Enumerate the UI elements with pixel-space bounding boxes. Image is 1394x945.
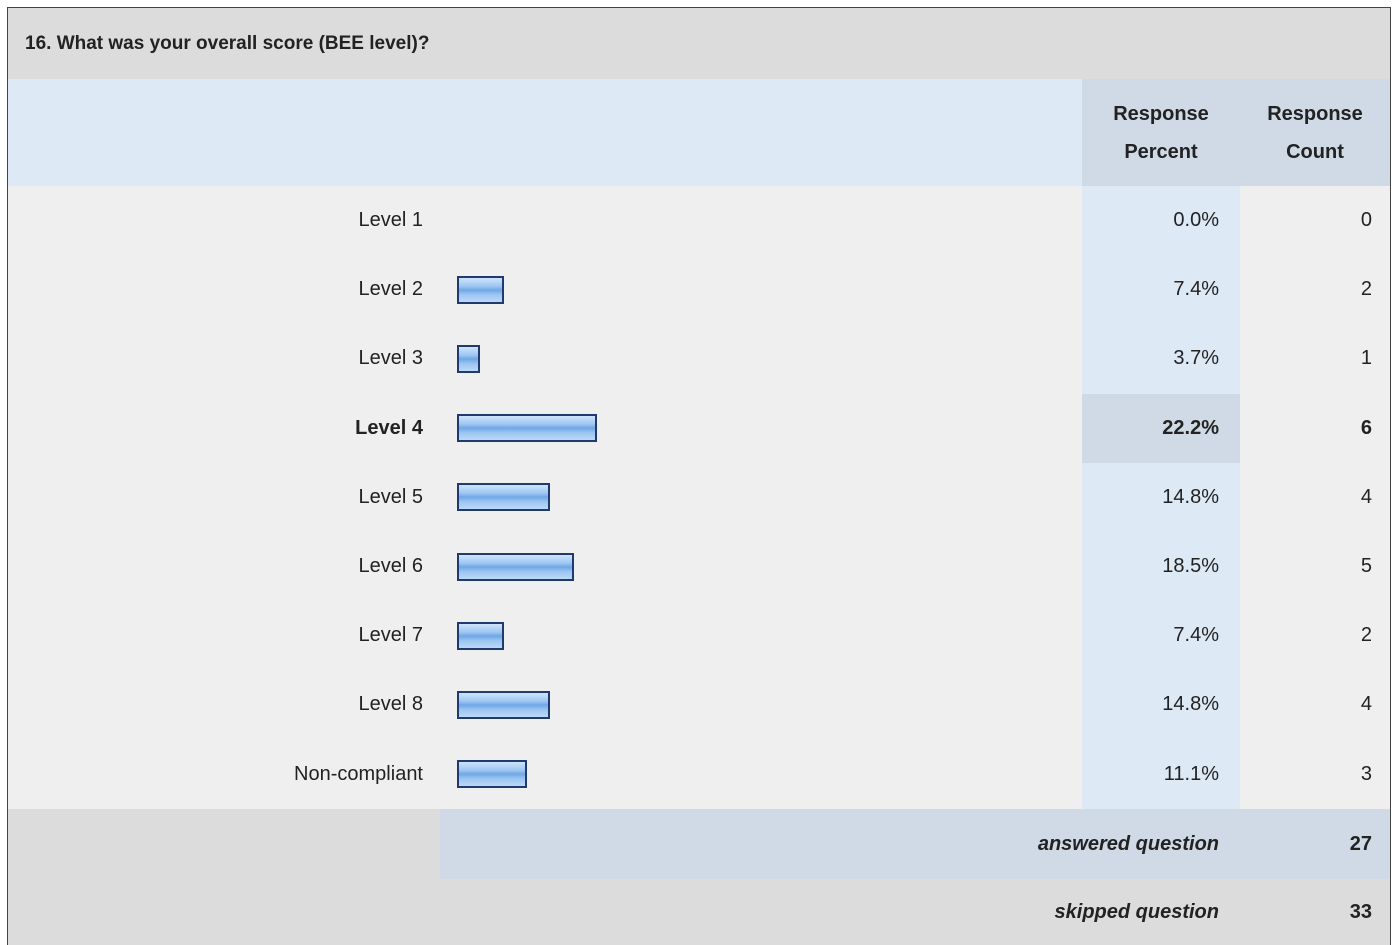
skipped-value: 33 — [1349, 901, 1372, 923]
row-count: 4 — [1360, 693, 1372, 716]
row-label: Level 6 — [358, 555, 424, 578]
row-percent: 14.8% — [1162, 693, 1219, 716]
bar — [457, 275, 504, 304]
row-count: 5 — [1360, 555, 1372, 578]
percent-cell — [1082, 670, 1240, 740]
percent-cell — [1082, 601, 1240, 671]
row-count: 1 — [1360, 347, 1372, 370]
answered-row — [440, 809, 1390, 879]
percent-cell — [1082, 255, 1240, 325]
percent-cell — [1082, 462, 1240, 532]
row-percent: 7.4% — [1173, 624, 1219, 647]
row-label: Level 7 — [358, 624, 424, 647]
skipped-label: skipped question — [1054, 901, 1219, 923]
skipped-row — [8, 879, 1390, 945]
row-percent: 22.2% — [1162, 416, 1219, 439]
row-percent: 14.8% — [1162, 485, 1219, 508]
bar — [457, 621, 504, 650]
header-percent: Response Percent — [1113, 102, 1209, 163]
row-label: Level 3 — [358, 347, 424, 370]
percent-cell — [1082, 186, 1240, 256]
bar — [457, 691, 551, 719]
row-count: 3 — [1360, 762, 1372, 785]
row-count: 0 — [1360, 209, 1372, 232]
question-title: 16. What was your overall score (BEE lev… — [8, 8, 1390, 79]
percent-cell — [1082, 393, 1240, 463]
bar — [457, 483, 551, 512]
row-label: Level 5 — [358, 485, 424, 508]
row-percent: 0.0% — [1173, 209, 1219, 232]
row-percent: 3.7% — [1173, 347, 1219, 370]
header-cell — [1082, 79, 1240, 186]
row-label: Non-compliant — [294, 762, 423, 785]
bar — [457, 345, 481, 373]
answered-value: 27 — [1349, 832, 1372, 855]
footer-blank — [8, 809, 440, 879]
row-label: Level 8 — [358, 693, 424, 716]
row-label: Level 1 — [358, 209, 424, 232]
row-percent: 18.5% — [1162, 555, 1219, 578]
bar — [457, 552, 574, 581]
percent-cell — [1082, 532, 1240, 602]
row-count: 2 — [1360, 624, 1372, 647]
header-count: Response Count — [1267, 102, 1363, 163]
answered-label: answered question — [1037, 832, 1219, 855]
survey-table: 16. What was your overall score (BEE lev… — [7, 7, 1391, 945]
row-count: 6 — [1360, 416, 1372, 439]
header-cell — [1240, 79, 1390, 186]
row-label: Level 4 — [355, 416, 423, 439]
row-percent: 7.4% — [1173, 278, 1219, 301]
bar — [457, 414, 597, 443]
row-label: Level 2 — [358, 278, 424, 301]
bar — [457, 760, 527, 789]
row-percent: 11.1% — [1163, 762, 1219, 785]
row-count: 4 — [1360, 485, 1372, 508]
row-count: 2 — [1360, 278, 1372, 301]
percent-cell — [1082, 739, 1240, 809]
percent-cell — [1082, 324, 1240, 394]
